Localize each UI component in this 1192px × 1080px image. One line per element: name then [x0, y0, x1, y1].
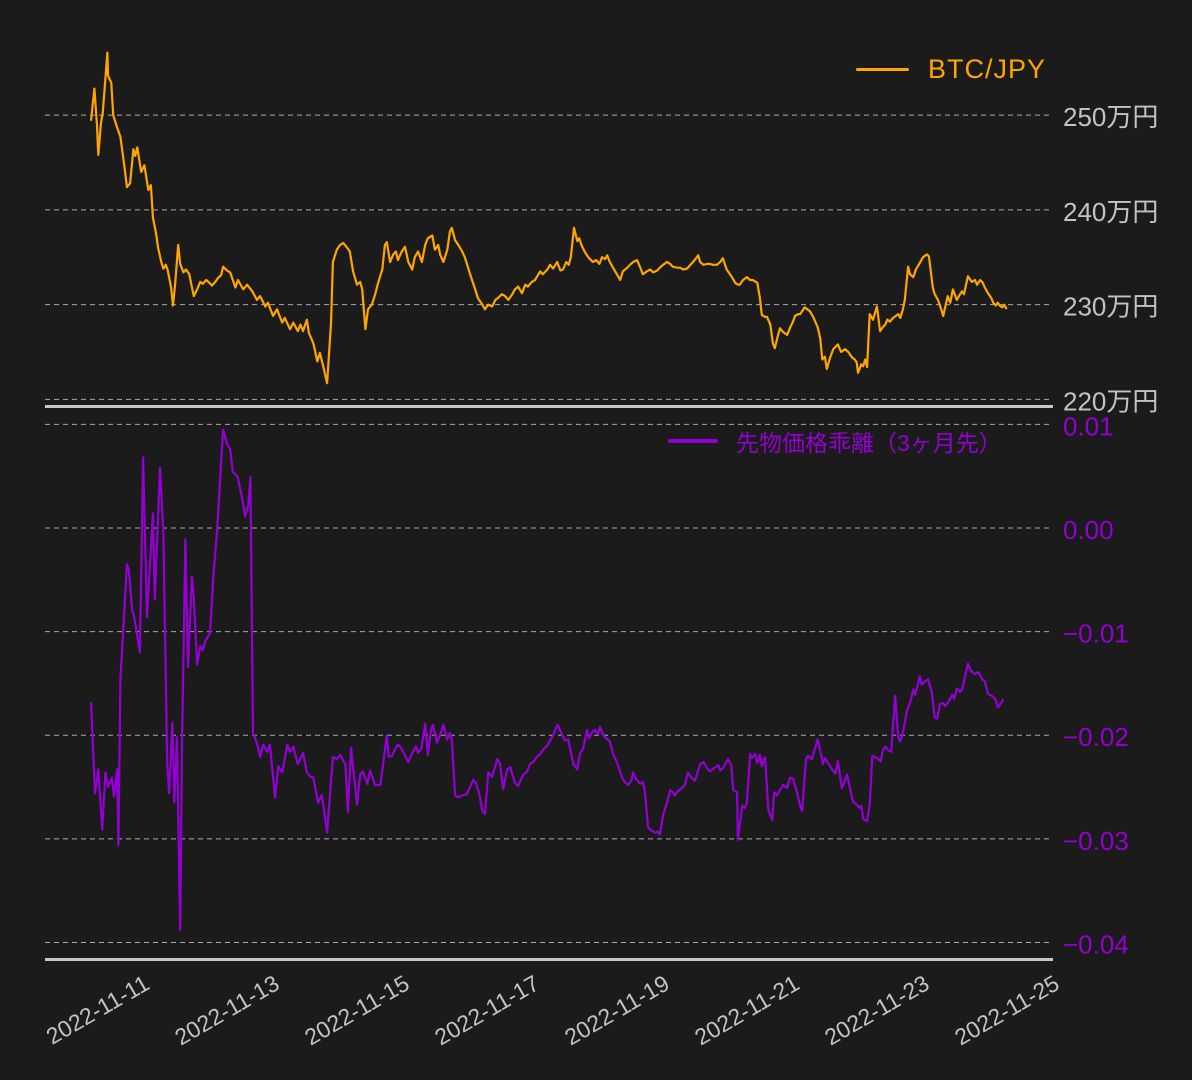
y-tick-label: 220万円 — [1063, 386, 1158, 416]
futures-deviation-line-swatch — [668, 439, 718, 443]
y-tick-label: 0.00 — [1063, 515, 1114, 545]
btc-jpy-line — [89, 51, 1008, 385]
btc-jpy-line-swatch — [856, 67, 909, 72]
futures-deviation-legend-label: 先物価格乖離（3ヶ月先） — [736, 430, 1002, 456]
y-tick-label: −0.02 — [1063, 722, 1129, 752]
y-tick-label: −0.03 — [1063, 826, 1129, 856]
y-tick-label: 0.01 — [1063, 411, 1114, 441]
y-tick-label: −0.04 — [1063, 929, 1129, 959]
legend-btc-jpy: BTC/JPY — [856, 54, 1046, 85]
legend-futures-deviation: 先物価格乖離（3ヶ月先） — [668, 424, 1002, 458]
futures-deviation-line — [89, 428, 1005, 932]
btc-jpy-legend-label: BTC/JPY — [928, 54, 1047, 84]
y-tick-label: 240万円 — [1063, 197, 1158, 227]
y-tick-label: 230万円 — [1063, 292, 1158, 322]
y-tick-label: −0.01 — [1063, 619, 1129, 649]
y-tick-label: 250万円 — [1063, 102, 1158, 132]
